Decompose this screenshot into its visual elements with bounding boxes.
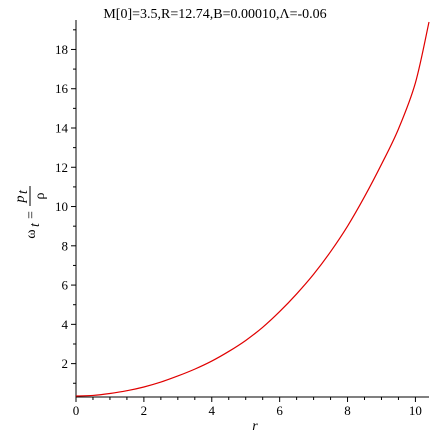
x-ticks: 0 2 4 6 8 10	[73, 397, 422, 418]
y-tick-label: 10	[55, 199, 68, 214]
y-label-equals: =	[24, 211, 39, 219]
y-axis-label: ω t = p t ρ	[13, 186, 48, 239]
x-tick-label: 8	[344, 403, 351, 418]
x-axis-label: r	[252, 419, 258, 434]
y-tick-label: 12	[55, 160, 68, 175]
y-tick-label: 4	[62, 317, 69, 332]
x-tick-label: 2	[141, 403, 148, 418]
y-label-numerator-sub: t	[16, 189, 31, 194]
y-tick-label: 6	[62, 278, 69, 293]
x-tick-label: 0	[73, 403, 80, 418]
y-label-omega-sub: t	[28, 222, 43, 227]
y-tick-label: 18	[55, 42, 68, 57]
axes	[75, 20, 429, 398]
x-tick-label: 4	[209, 403, 216, 418]
x-tick-label: 10	[409, 403, 422, 418]
y-tick-label: 2	[62, 356, 69, 371]
y-label-omega: ω	[24, 229, 39, 238]
x-tick-label: 6	[276, 403, 283, 418]
y-ticks: 2 4 6 8 10 12 14 16 18	[55, 29, 76, 384]
series-line	[75, 21, 430, 397]
y-tick-label: 8	[62, 238, 69, 253]
y-label-denominator: ρ	[33, 193, 48, 200]
chart-title: M[0]=3.5,R=12.74,B=0.00010,Λ=-0.06	[103, 7, 326, 22]
y-label-numerator: p	[13, 196, 28, 204]
y-tick-label: 16	[55, 81, 69, 96]
y-tick-label: 14	[55, 120, 69, 135]
